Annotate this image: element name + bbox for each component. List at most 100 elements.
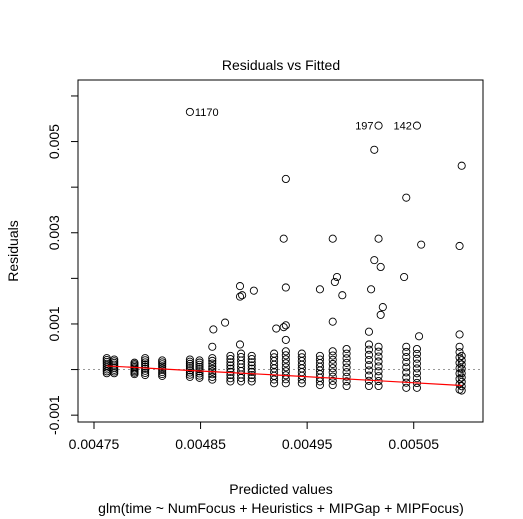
residual-point [226, 370, 235, 380]
residual-point [209, 325, 218, 334]
residual-point [374, 362, 383, 371]
residual-point [412, 359, 421, 368]
residual-point [249, 286, 258, 295]
residual-point [374, 121, 383, 130]
residual-point [247, 351, 256, 360]
residual-point [412, 344, 421, 354]
residual-point [208, 364, 217, 373]
residual-point [185, 107, 194, 116]
y-axis: -0.001 0.001 0.003 0.005 [46, 95, 79, 435]
residual-point [281, 321, 290, 330]
residual-point [247, 374, 256, 383]
residual-point [247, 367, 256, 376]
residual-point [367, 285, 376, 294]
residual-point [281, 283, 290, 292]
residual-point [281, 335, 290, 344]
residual-point [364, 340, 374, 349]
smooth-line [106, 365, 462, 387]
residual-point [195, 373, 204, 382]
residual-point [457, 356, 466, 365]
residual-point [412, 374, 421, 383]
x-tick-label: 0.00505 [388, 436, 439, 452]
residual-point [328, 351, 337, 360]
residual-point [208, 354, 217, 363]
residual-point [235, 292, 245, 301]
residual-point [328, 317, 337, 326]
residual-point [364, 371, 374, 380]
model-formula: glm(time ~ NumFocus + Heuristics + MIPGa… [98, 500, 464, 516]
residual-point [376, 262, 385, 272]
residual-point [342, 358, 351, 367]
residual-point [141, 370, 150, 380]
residual-point [208, 375, 217, 384]
residual-point [185, 372, 194, 381]
residual-point [130, 358, 139, 367]
residual-point [141, 356, 150, 365]
residual-point [297, 349, 306, 358]
residual-point [328, 234, 337, 243]
residual-point [102, 354, 111, 363]
residual-point [185, 359, 194, 368]
residual-point [338, 291, 347, 300]
residual-point [342, 354, 351, 363]
residual-point [374, 342, 383, 351]
residual-point [185, 368, 194, 377]
residual-point [247, 370, 256, 380]
residual-point [208, 362, 217, 371]
residual-point [455, 330, 464, 339]
residual-point [195, 356, 204, 365]
residual-point [185, 364, 194, 373]
residual-point [364, 366, 374, 375]
residual-point [281, 359, 290, 368]
chart-title: Residuals vs Fitted [222, 57, 340, 73]
residual-point [457, 382, 466, 391]
residual-point [226, 351, 235, 360]
residual-point [235, 282, 245, 291]
residual-point [412, 364, 421, 373]
residual-point [281, 367, 290, 376]
y-tick-label: 0.001 [46, 306, 62, 341]
residual-point [402, 342, 411, 351]
residual-point [412, 121, 421, 130]
residual-point [141, 366, 150, 375]
residual-point [417, 240, 426, 249]
residual-point [457, 360, 466, 369]
residual-point [141, 354, 150, 363]
residual-point [342, 344, 351, 354]
residual-point [158, 356, 167, 365]
residual-point [158, 362, 167, 371]
residual-point [412, 349, 421, 358]
y-tick-label: -0.001 [46, 395, 62, 435]
plot-area [77, 79, 484, 423]
residual-point [364, 355, 374, 365]
residual-point [247, 355, 256, 364]
residual-point [342, 372, 351, 381]
x-axis: 0.00475 0.00485 0.00495 0.00505 [69, 421, 439, 452]
residual-point [455, 342, 464, 351]
residual-point [374, 347, 383, 356]
x-tick-label: 0.00475 [69, 436, 120, 452]
residual-point [376, 310, 385, 319]
residual-point [221, 318, 230, 327]
residual-point [272, 324, 281, 333]
residual-point [457, 373, 466, 382]
lowess-line [106, 365, 462, 387]
residual-point [226, 361, 235, 370]
residual-point [402, 347, 411, 356]
residual-point [328, 347, 337, 356]
residual-point [247, 358, 256, 367]
residual-point [457, 369, 466, 378]
residual-point [208, 359, 217, 368]
residual-point [402, 368, 411, 377]
residual-point [208, 356, 217, 365]
residual-point [141, 368, 150, 377]
y-tick-label: 0.003 [46, 215, 62, 250]
residual-point [455, 241, 464, 251]
residual-point [158, 371, 167, 380]
residual-point [412, 354, 421, 363]
residual-point [374, 367, 383, 376]
residual-point [247, 377, 256, 386]
residual-point [270, 349, 279, 358]
residual-point [328, 376, 337, 385]
